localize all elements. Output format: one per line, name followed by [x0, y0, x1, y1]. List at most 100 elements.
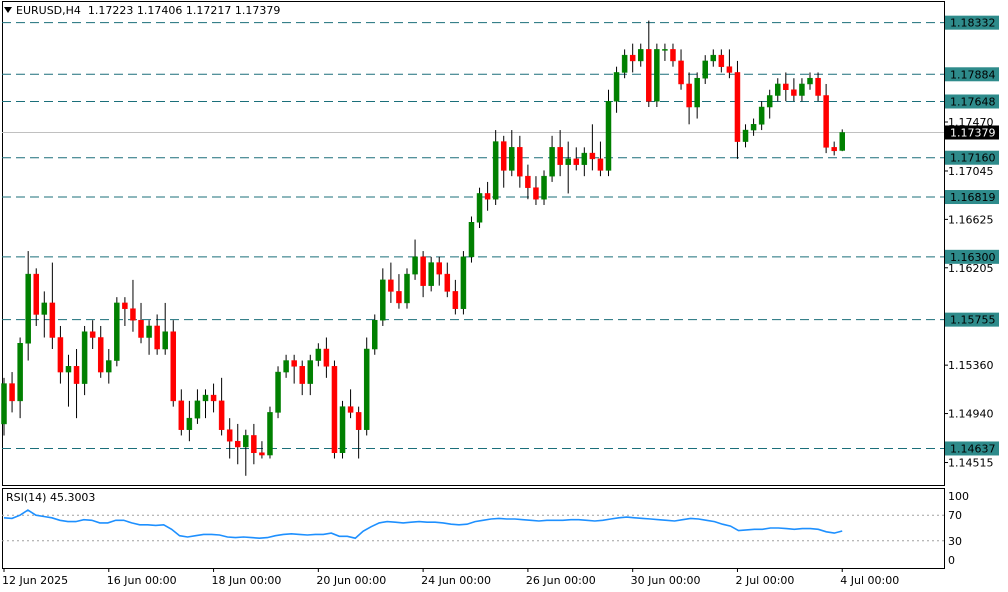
bear-candle — [226, 418, 233, 459]
price-tick-label: 1.16205 — [948, 262, 994, 275]
candle-body — [436, 262, 442, 275]
bull-candle — [541, 170, 547, 205]
bear-candle — [678, 49, 684, 90]
bear-candle — [436, 256, 442, 286]
bear-candle — [299, 360, 305, 396]
bear-candle — [130, 279, 136, 332]
rsi-line — [3, 509, 843, 540]
bull-candle — [202, 389, 209, 419]
bear-candle — [484, 181, 491, 211]
candle-body — [783, 83, 789, 90]
price-tick-label: 1.15360 — [948, 359, 994, 372]
bull-candle — [750, 118, 757, 136]
bull-candle — [275, 366, 281, 419]
candle-body — [243, 435, 249, 448]
candle-body — [396, 291, 402, 304]
candle-body — [565, 158, 571, 165]
candle-body — [154, 325, 160, 350]
level-price-tag — [945, 67, 999, 82]
candle-body — [557, 147, 563, 165]
candle-body — [549, 147, 555, 177]
candle-body — [363, 348, 370, 430]
bear-candle — [791, 78, 797, 102]
rsi-panel: 100 70 30 0 — [2, 490, 969, 567]
candle-body — [331, 366, 338, 453]
candle-body — [734, 72, 741, 142]
level-price-tag — [945, 190, 999, 205]
candle-body — [33, 273, 39, 315]
level-price-label: 1.16819 — [950, 191, 996, 204]
level-price-tag — [945, 249, 999, 264]
candle-body — [718, 54, 725, 67]
level-price-tag — [945, 15, 999, 30]
candle-body — [605, 101, 612, 171]
bull-candle — [404, 268, 410, 309]
candle-body — [73, 366, 80, 384]
candle-body — [654, 49, 660, 102]
bull-candle — [114, 297, 120, 367]
bear-candle — [500, 135, 507, 188]
candle-body — [525, 175, 531, 188]
candle-body — [210, 394, 217, 402]
candle-body — [372, 319, 378, 350]
candle-body — [452, 291, 459, 309]
candle-body — [815, 77, 821, 96]
bear-candle — [444, 262, 451, 298]
time-tick-label: 20 Jun 00:00 — [316, 574, 386, 587]
candle-body — [694, 77, 700, 108]
level-price-label: 1.17884 — [950, 68, 996, 81]
candle-body — [420, 256, 426, 286]
bear-candle — [33, 268, 39, 326]
bull-candle — [775, 78, 781, 102]
bear-candle — [234, 423, 241, 465]
candle-body — [267, 412, 273, 456]
candle-body — [178, 400, 185, 430]
time-tick-label: 24 Jun 00:00 — [421, 574, 491, 587]
candle-body — [307, 360, 314, 384]
bear-candle — [89, 320, 96, 350]
bull-candle — [372, 314, 378, 355]
candle-body — [476, 193, 483, 223]
candle-body — [170, 331, 177, 402]
bear-candle — [525, 164, 531, 200]
candle-body — [500, 141, 507, 171]
candle-body — [702, 60, 708, 79]
candle-body — [299, 366, 305, 384]
bear-candle — [629, 43, 636, 73]
price-tick-label: 1.14515 — [948, 457, 994, 470]
candle-body — [492, 141, 499, 200]
candle-body — [323, 348, 330, 367]
bear-candle — [73, 349, 80, 419]
candle-body — [799, 83, 805, 96]
candle-body — [428, 262, 434, 286]
time-tick-label: 26 Jun 00:00 — [526, 574, 596, 587]
level-price-label: 1.15755 — [950, 314, 996, 327]
candle-body — [130, 308, 136, 321]
bull-candle — [766, 89, 773, 119]
bull-candle — [742, 124, 749, 148]
bull-candle — [468, 216, 475, 263]
bull-candle — [637, 43, 644, 67]
candle-body — [484, 193, 491, 200]
bear-candle — [734, 60, 741, 159]
bear-candle — [138, 302, 144, 344]
bull-candle — [41, 291, 48, 338]
bull-candle — [613, 66, 620, 113]
candle-body — [114, 302, 120, 361]
bull-candle — [605, 89, 612, 177]
bull-candle — [17, 337, 23, 419]
bear-candle — [9, 372, 15, 413]
candle-body — [686, 83, 692, 108]
candle-body — [17, 343, 23, 402]
bear-candle — [670, 43, 676, 67]
candle-body — [646, 49, 652, 102]
level-price-label: 1.14637 — [950, 442, 996, 455]
bull-candle — [702, 55, 708, 84]
candle-body — [25, 273, 31, 344]
candle-body — [283, 360, 289, 373]
candle-body — [581, 152, 588, 165]
level-price-tag — [945, 94, 999, 109]
collapse-triangle-icon[interactable] — [4, 7, 12, 13]
candle-body — [9, 383, 15, 402]
